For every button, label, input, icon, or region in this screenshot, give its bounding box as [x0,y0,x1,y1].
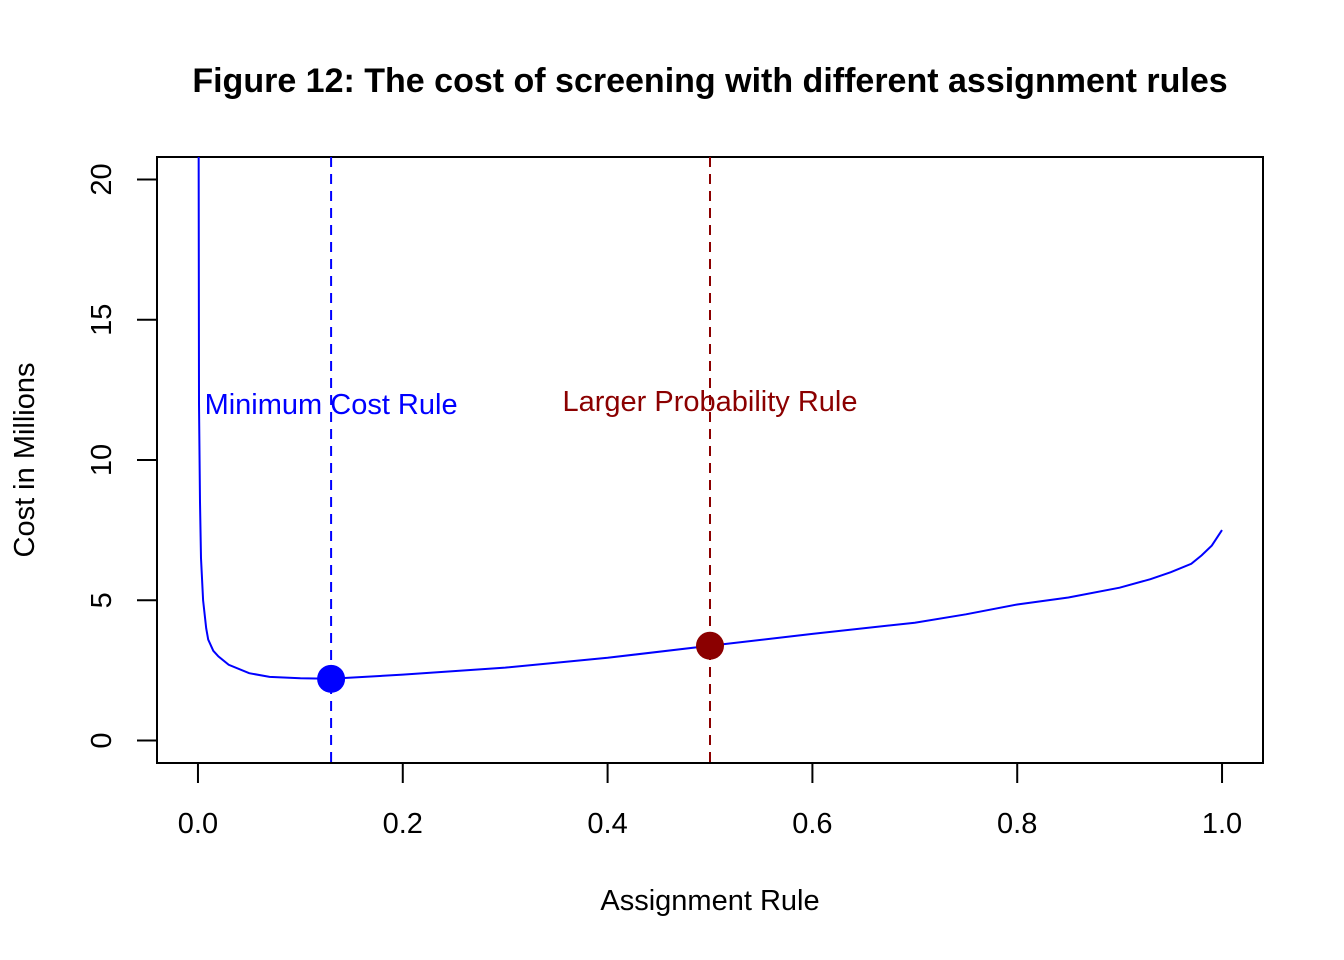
x-tick-label: 0.2 [383,808,423,840]
series-line [197,157,1223,680]
x-tick-label: 0.6 [792,808,832,840]
y-axis: 0 5 10 15 20 [86,163,157,749]
x-tick-label: 1.0 [1202,808,1242,840]
reference-lines [330,157,711,763]
chart-title: Figure 12: The cost of screening with di… [192,62,1227,100]
y-tick-label: 0 [86,732,118,748]
x-tick-label: 0.8 [997,808,1037,840]
x-axis: 0.0 0.2 0.4 0.6 0.8 1.0 [178,763,1242,840]
marker-label: Minimum Cost Rule [205,389,458,421]
marker-point [696,631,724,660]
x-tick-label: 0.4 [587,808,627,840]
y-tick-label: 20 [86,163,118,195]
y-tick-label: 5 [86,592,118,608]
x-axis-label: Assignment Rule [600,885,819,917]
series-group [197,157,1223,680]
marker-point [317,664,346,693]
x-tick-label: 0.0 [178,808,218,840]
y-tick-label: 10 [86,444,118,476]
y-tick-label: 15 [86,304,118,336]
marker-label: Larger Probability Rule [563,386,858,418]
y-axis-label: Cost in Millions [9,363,41,558]
markers-group: Minimum Cost Rule Larger Probability Rule [205,386,858,693]
